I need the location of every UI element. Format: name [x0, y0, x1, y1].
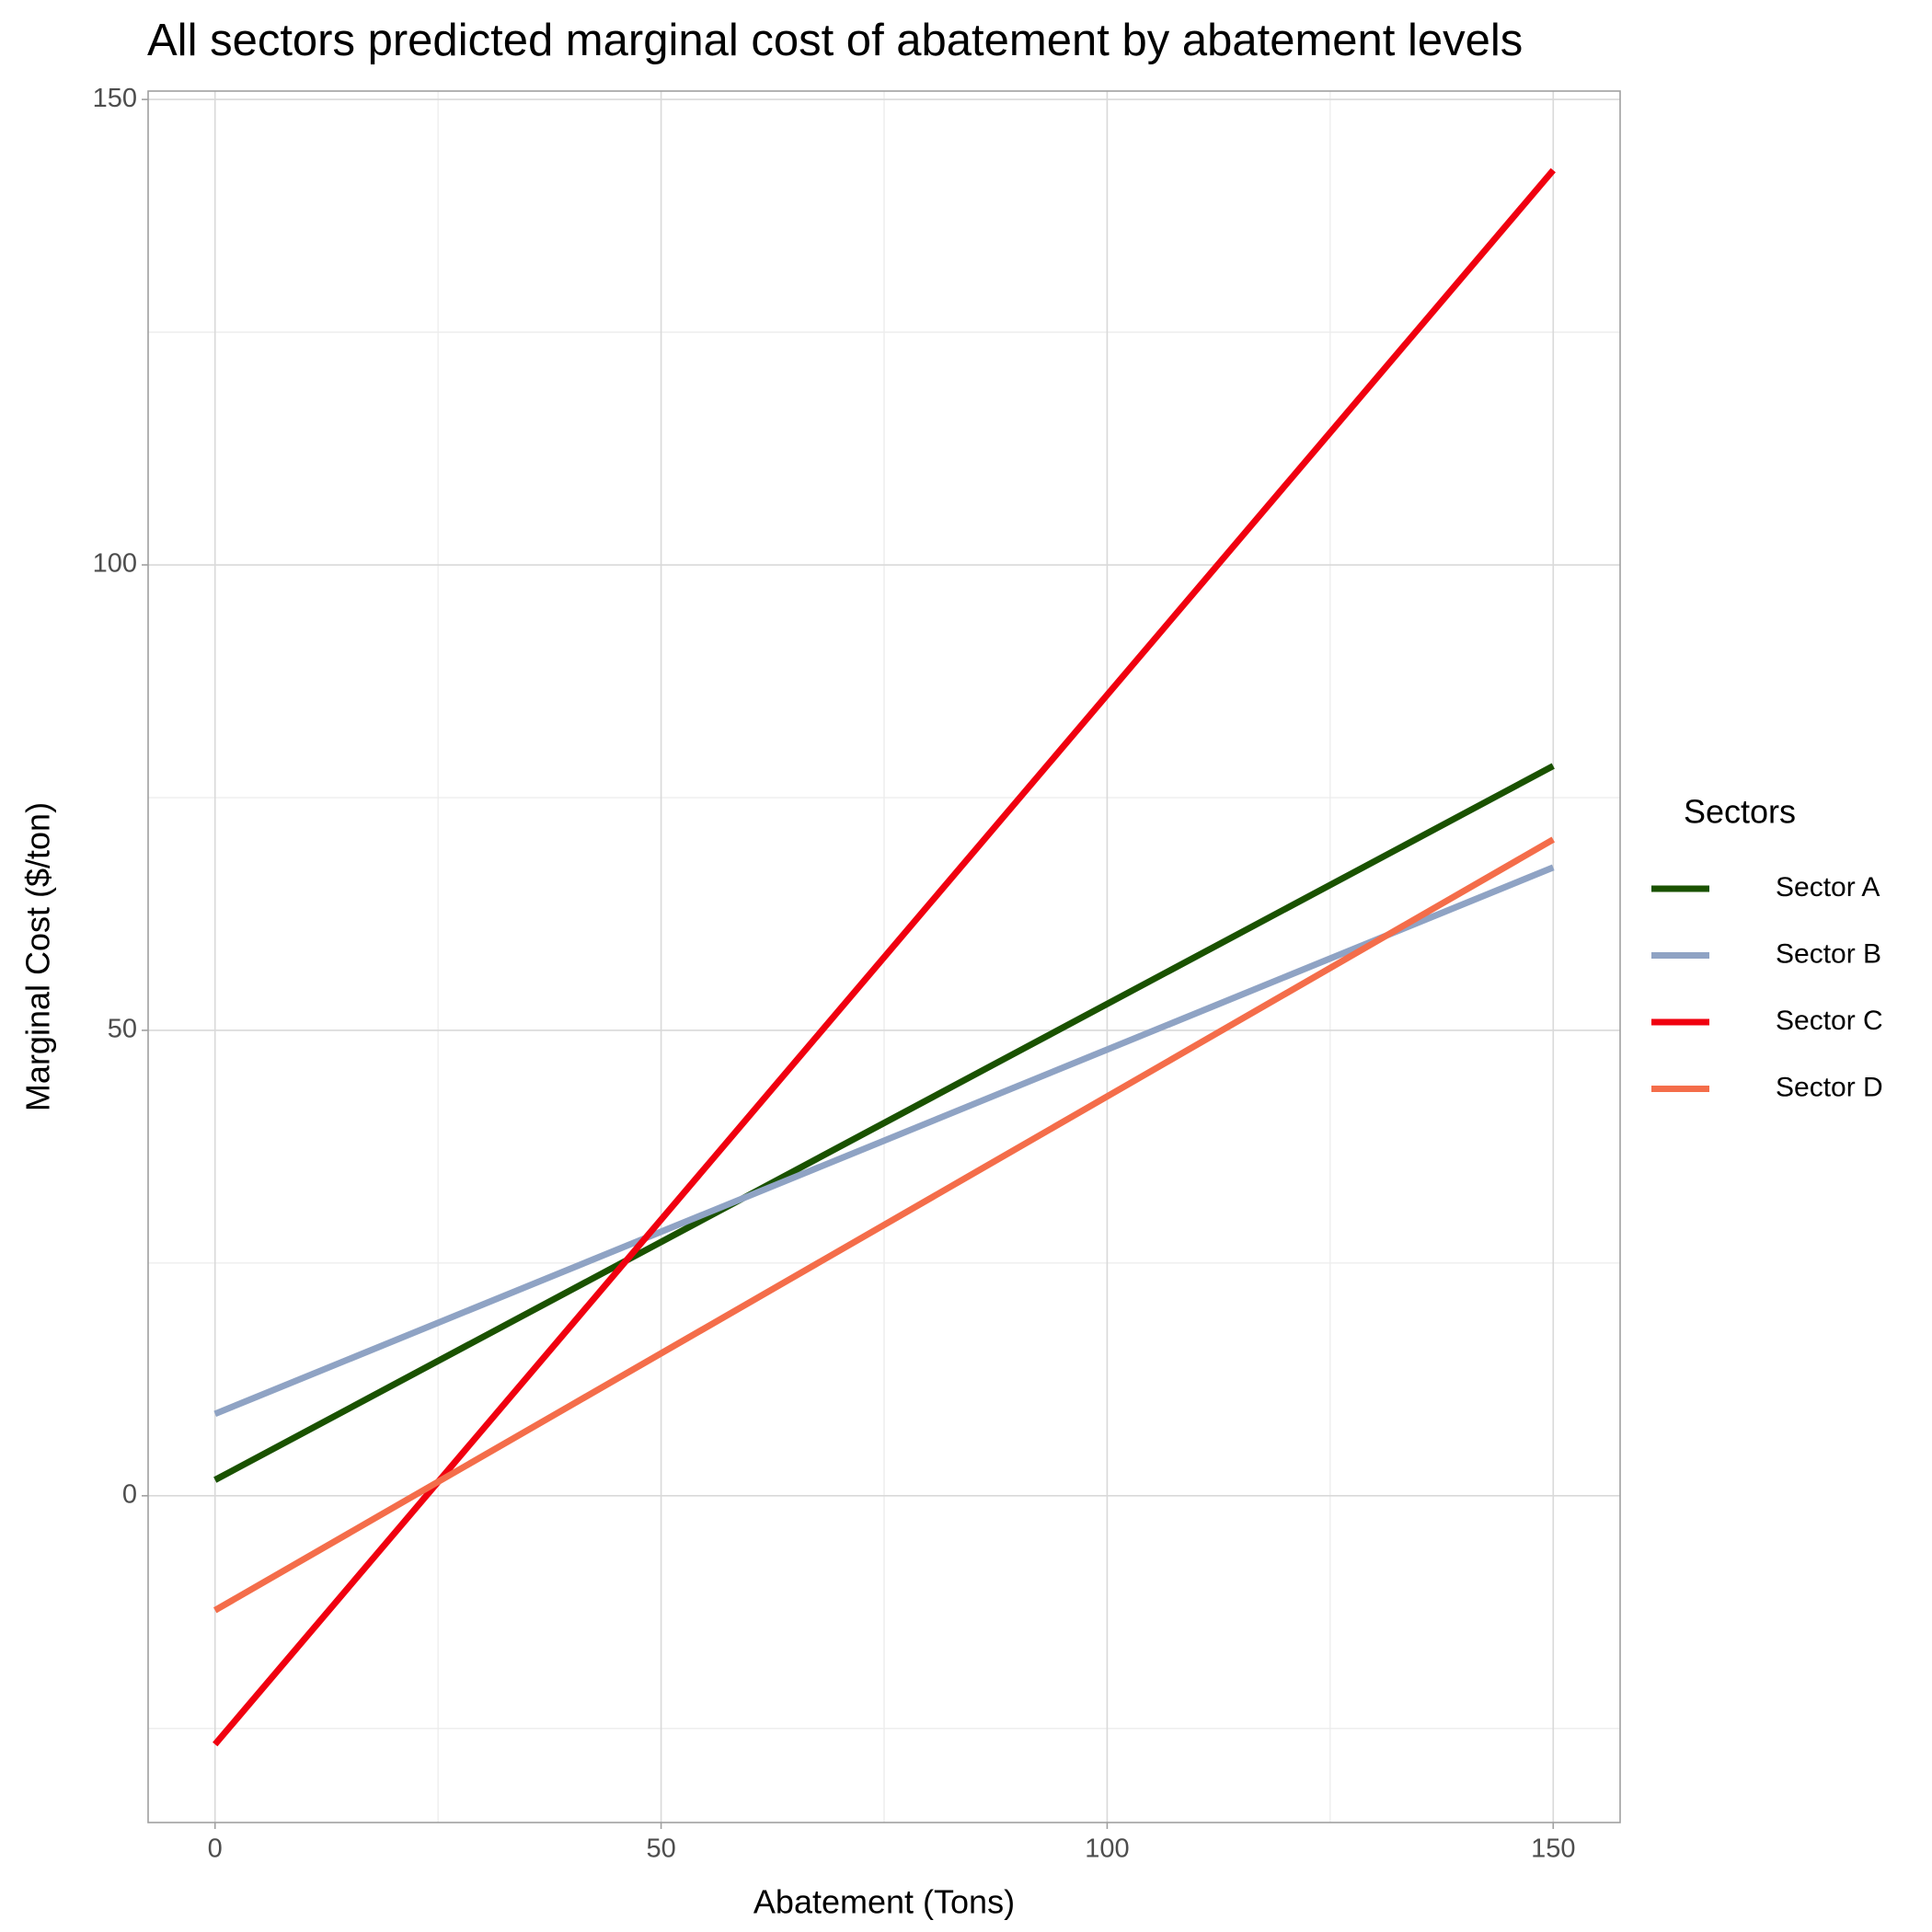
series-line — [213, 836, 1556, 1614]
x-tick-label: 150 — [1531, 1834, 1575, 1864]
y-tick-label: 0 — [122, 1480, 137, 1510]
legend-label: Sector B — [1776, 938, 1881, 969]
legend-label: Sector A — [1776, 872, 1880, 903]
legend-title: Sectors — [1684, 793, 1796, 831]
x-tick-label: 100 — [1085, 1834, 1129, 1864]
chart-title: All sectors predicted marginal cost of a… — [147, 16, 1523, 65]
y-tick-label: 50 — [108, 1015, 137, 1044]
x-tick-label: 0 — [208, 1834, 223, 1864]
y-axis-title: Marginal Cost ($/ton) — [19, 802, 57, 1111]
series-line — [213, 763, 1555, 1483]
y-tick-label: 100 — [93, 549, 137, 579]
x-axis-title: Abatement (Tons) — [753, 1883, 1015, 1921]
panel-border — [147, 90, 1621, 1823]
series-line — [213, 864, 1555, 1418]
legend-label: Sector C — [1776, 1006, 1883, 1036]
legend-label: Sector D — [1776, 1072, 1883, 1102]
y-tick-label: 150 — [93, 84, 137, 113]
x-tick-label: 50 — [646, 1834, 675, 1864]
